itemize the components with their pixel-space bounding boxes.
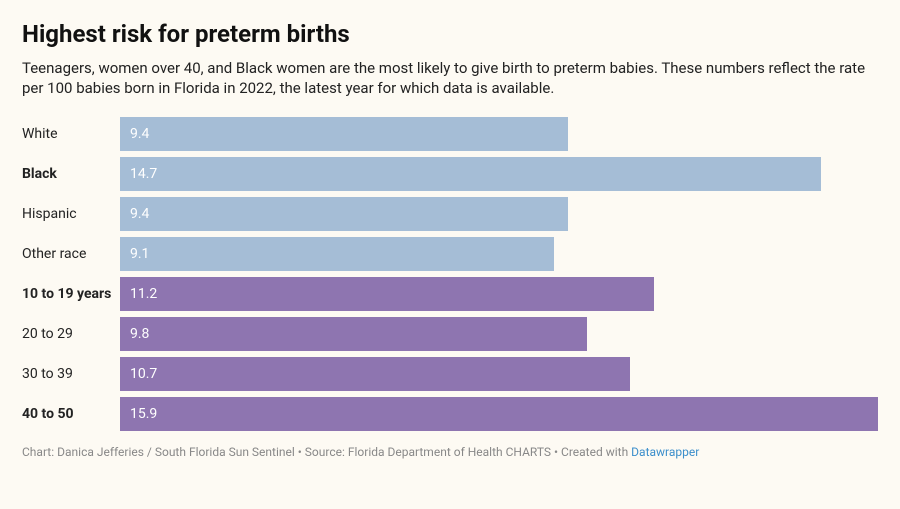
bar-track: 14.7 [120,157,878,191]
bar-track: 9.4 [120,197,878,231]
row-label: Other race [22,237,120,271]
footer-text: Chart: Danica Jefferies / South Florida … [22,445,631,459]
row-label: 20 to 29 [22,317,120,351]
row-label: 10 to 19 years [22,277,120,311]
bar: 11.2 [120,277,654,311]
table-row: 20 to 299.8 [22,317,878,351]
bar: 10.7 [120,357,630,391]
chart-footer: Chart: Danica Jefferies / South Florida … [22,445,878,459]
bar: 15.9 [120,397,878,431]
bar: 9.4 [120,117,568,151]
datawrapper-link[interactable]: Datawrapper [631,445,699,459]
row-label: White [22,117,120,151]
bar-track: 9.4 [120,117,878,151]
bar: 9.4 [120,197,568,231]
table-row: Black14.7 [22,157,878,191]
table-row: 30 to 3910.7 [22,357,878,391]
bar-track: 9.1 [120,237,878,271]
chart-subtitle: Teenagers, women over 40, and Black wome… [22,58,878,99]
row-label: Hispanic [22,197,120,231]
bar-track: 10.7 [120,357,878,391]
table-row: White9.4 [22,117,878,151]
table-row: 40 to 5015.9 [22,397,878,431]
row-label: 30 to 39 [22,357,120,391]
bar-track: 15.9 [120,397,878,431]
table-row: Hispanic9.4 [22,197,878,231]
bar-track: 11.2 [120,277,878,311]
bar-track: 9.8 [120,317,878,351]
table-row: 10 to 19 years11.2 [22,277,878,311]
bar: 9.1 [120,237,554,271]
bar: 9.8 [120,317,587,351]
row-label: Black [22,157,120,191]
chart-title: Highest risk for preterm births [22,20,878,48]
row-label: 40 to 50 [22,397,120,431]
table-row: Other race9.1 [22,237,878,271]
bar: 14.7 [120,157,821,191]
bar-chart: White9.4Black14.7Hispanic9.4Other race9.… [22,117,878,431]
